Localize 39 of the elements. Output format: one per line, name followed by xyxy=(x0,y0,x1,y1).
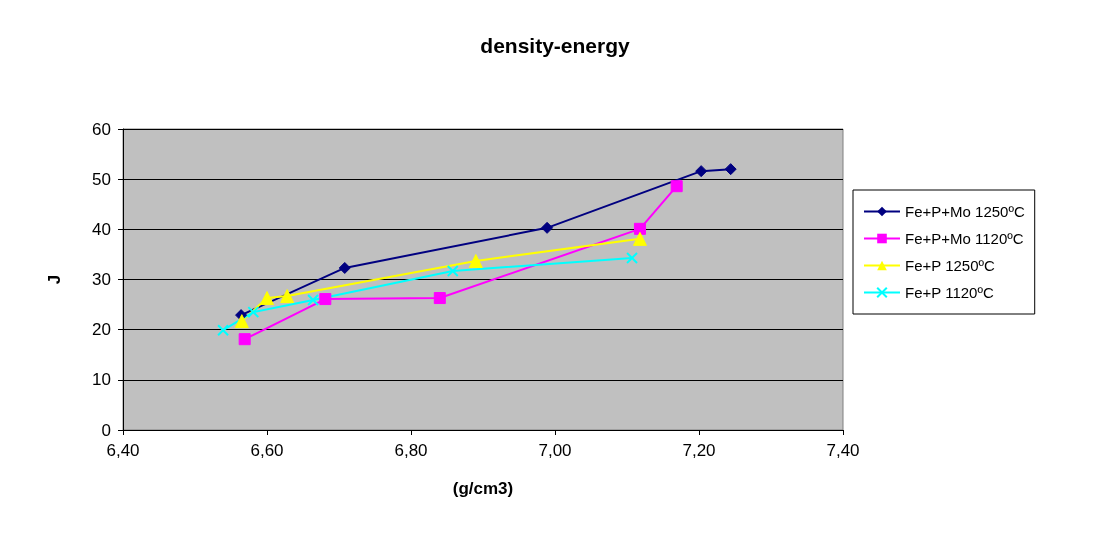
y-axis-title: J xyxy=(45,274,64,285)
x-tick-label: 7,00 xyxy=(538,441,572,460)
point xyxy=(238,333,251,346)
legend-label: Fe+P 1250ºC xyxy=(905,257,996,274)
legend-label: Fe+P+Mo 1120ºC xyxy=(905,230,1024,247)
y-tick-label: 20 xyxy=(92,320,111,340)
chart-title: density-energy xyxy=(480,34,630,57)
legend-label: Fe+P+Mo 1250ºC xyxy=(905,203,1025,220)
point xyxy=(468,253,483,268)
x-tick-label: 7,20 xyxy=(682,441,716,460)
point xyxy=(633,222,646,235)
x-tick-label: 6,80 xyxy=(394,441,428,460)
legend-label: Fe+P 1120ºC xyxy=(905,284,994,301)
x-tick-label: 7,40 xyxy=(826,441,860,460)
y-tick-label: 50 xyxy=(92,169,111,189)
y-tick-label: 10 xyxy=(92,370,111,390)
x-tick-label: 6,40 xyxy=(106,441,140,460)
point xyxy=(632,231,647,246)
y-tick-label: 0 xyxy=(101,420,111,440)
x-axis-title: (g/cm3) xyxy=(452,479,514,498)
point xyxy=(234,314,249,329)
point xyxy=(260,291,274,306)
y-tick-label: 30 xyxy=(92,270,111,289)
point xyxy=(247,306,260,319)
point xyxy=(626,251,639,264)
point xyxy=(433,292,446,305)
point xyxy=(338,261,351,274)
y-tick-label: 40 xyxy=(92,219,111,239)
point xyxy=(446,264,459,277)
point xyxy=(670,180,683,193)
point xyxy=(541,221,554,234)
point xyxy=(695,165,708,178)
point xyxy=(724,163,737,176)
y-tick-label: 60 xyxy=(92,119,111,139)
point xyxy=(307,294,320,307)
point xyxy=(280,289,295,304)
point xyxy=(217,324,230,337)
x-tick-label: 6,60 xyxy=(250,441,284,460)
point xyxy=(319,293,332,306)
